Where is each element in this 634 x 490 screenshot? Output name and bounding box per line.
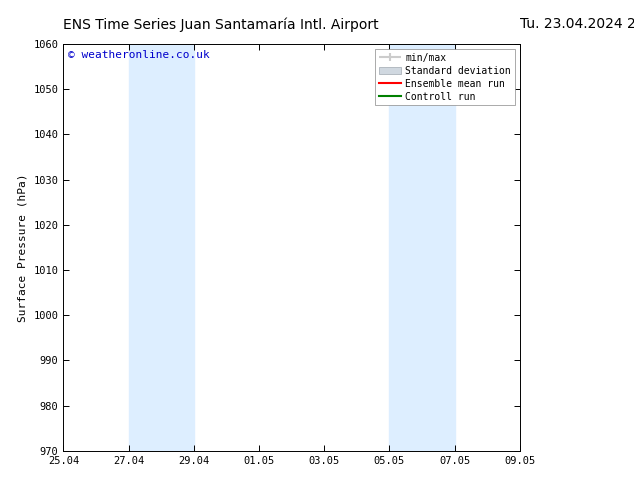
Legend: min/max, Standard deviation, Ensemble mean run, Controll run: min/max, Standard deviation, Ensemble me…: [375, 49, 515, 105]
Bar: [129, 44, 194, 451]
Text: ENS Time Series Juan Santamaría Intl. Airport: ENS Time Series Juan Santamaría Intl. Ai…: [63, 17, 379, 32]
Text: Tu. 23.04.2024 23 UTC: Tu. 23.04.2024 23 UTC: [520, 17, 634, 31]
Y-axis label: Surface Pressure (hPa): Surface Pressure (hPa): [18, 173, 28, 322]
Text: © weatheronline.co.uk: © weatheronline.co.uk: [68, 50, 210, 60]
Bar: [389, 44, 455, 451]
